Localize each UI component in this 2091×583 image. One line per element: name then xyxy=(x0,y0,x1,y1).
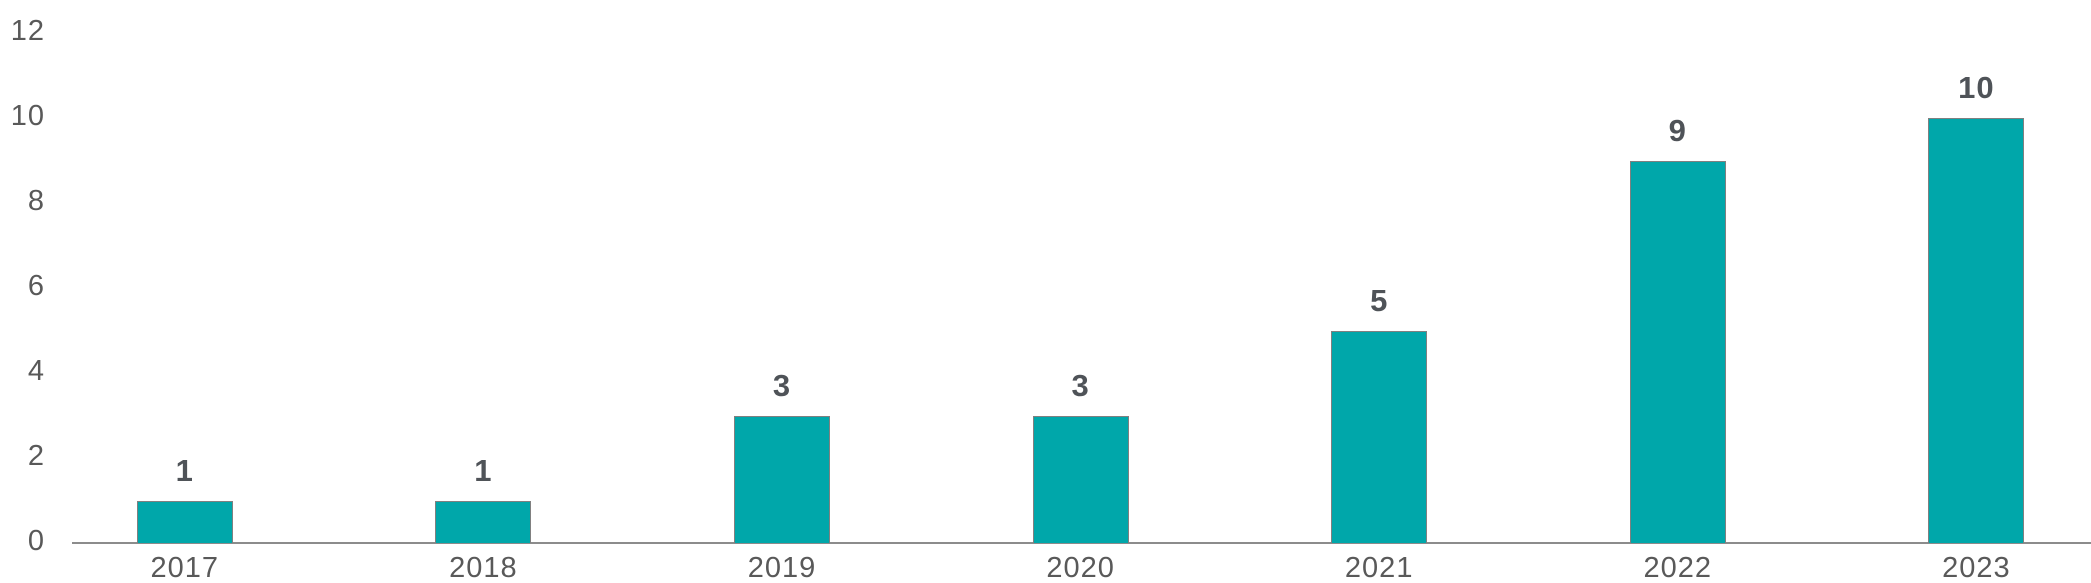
bar-2023 xyxy=(1928,118,2025,543)
bar-2017 xyxy=(136,500,233,543)
y-tick-label: 10 xyxy=(10,100,45,132)
bar-value-label: 3 xyxy=(772,367,792,403)
x-tick-label: 2019 xyxy=(747,552,817,583)
y-tick-label: 8 xyxy=(27,185,45,217)
bar-value-label: 1 xyxy=(175,452,194,488)
bar-2018 xyxy=(435,500,532,543)
y-tick-label: 2 xyxy=(27,440,45,472)
bar-value-label: 9 xyxy=(1668,112,1687,148)
bar-value-label: 5 xyxy=(1370,282,1389,318)
y-tick-label: 12 xyxy=(10,15,45,47)
x-tick-label: 2018 xyxy=(449,552,518,583)
bar-value-label: 10 xyxy=(1958,70,1995,105)
bar-2020 xyxy=(1032,415,1129,543)
y-tick-label: 4 xyxy=(27,355,45,387)
bar-value-label: 1 xyxy=(474,452,493,488)
y-tick-label: 0 xyxy=(27,525,45,557)
bar-2021 xyxy=(1331,330,1428,543)
x-tick-label: 2023 xyxy=(1942,552,2011,583)
y-tick-label: 6 xyxy=(27,270,45,302)
bar-2019 xyxy=(734,415,830,543)
x-tick-label: 2021 xyxy=(1344,552,1414,583)
bar-2022 xyxy=(1629,160,1726,543)
x-tick-label: 2017 xyxy=(150,552,220,583)
bar-value-label: 3 xyxy=(1071,367,1090,403)
x-axis-line xyxy=(72,542,2091,544)
x-tick-label: 2022 xyxy=(1643,552,1713,583)
x-tick-label: 2020 xyxy=(1046,552,1115,583)
